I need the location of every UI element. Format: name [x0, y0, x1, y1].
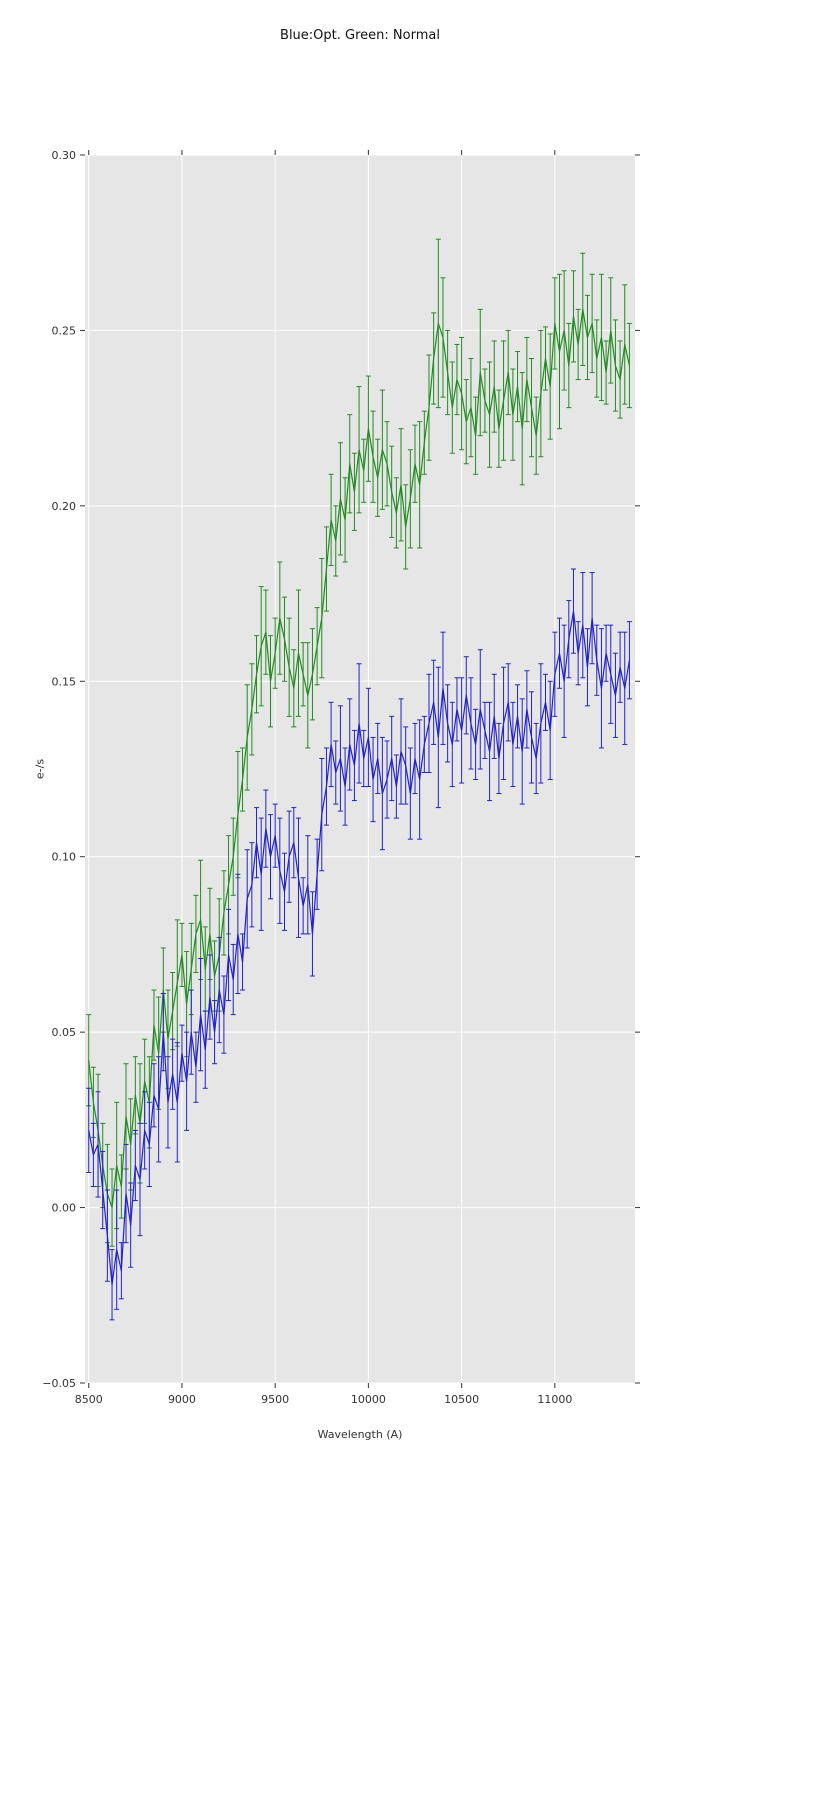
- x-tick-label: 8500: [75, 1393, 103, 1406]
- y-tick-label: 0.05: [52, 1026, 77, 1039]
- y-tick-label: 0.25: [52, 324, 77, 337]
- chart-title: Blue:Opt. Green: Normal: [280, 28, 440, 43]
- x-axis-label: Wavelength (A): [317, 1428, 403, 1441]
- x-tick-label: 11000: [537, 1393, 572, 1406]
- y-tick-label: 0.10: [52, 851, 77, 864]
- series-line-opt: [88, 610, 630, 1286]
- x-tick-label: 10500: [444, 1393, 479, 1406]
- x-tick-label: 9500: [261, 1393, 289, 1406]
- y-tick-label: 0.00: [52, 1202, 77, 1215]
- x-tick-label: 10000: [351, 1393, 386, 1406]
- series-line-normal: [88, 308, 630, 1209]
- y-tick-label: 0.20: [52, 500, 77, 513]
- y-tick-label: 0.30: [52, 149, 77, 162]
- plot-area: [85, 155, 635, 1383]
- y-tick-label: −0.05: [42, 1377, 76, 1390]
- y-tick-label: 0.15: [52, 675, 77, 688]
- x-tick-label: 9000: [168, 1393, 196, 1406]
